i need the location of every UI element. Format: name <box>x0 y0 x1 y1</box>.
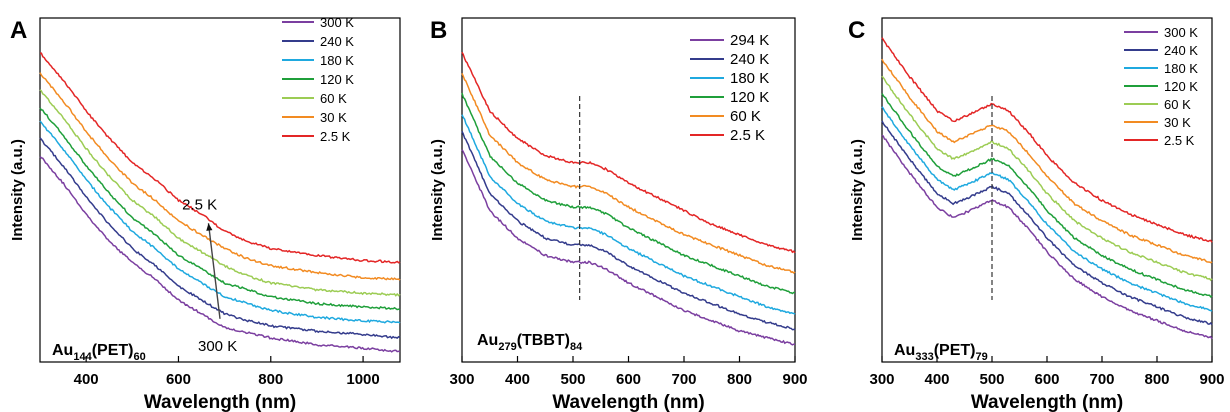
legend-label: 180 K <box>730 70 769 87</box>
panel-b: 300 400 500 600 700 800 900 Wavelength (nm) Inte… <box>429 17 808 412</box>
sample-formula: Au279(TBBT)84 <box>477 332 583 353</box>
legend-label: 240 K <box>730 51 769 68</box>
legend-label: 300 K <box>1164 25 1198 40</box>
series-line-180k <box>39 120 401 324</box>
series-line-30k <box>39 72 401 281</box>
panel-letter: A <box>10 17 27 44</box>
series-line-30k <box>881 58 1213 264</box>
x-tick-label: 400 <box>74 371 99 388</box>
legend-label: 120 K <box>1164 79 1198 94</box>
series-line-120k <box>881 93 1213 298</box>
temperature-arrow <box>207 223 221 319</box>
series-line-180k <box>461 114 796 315</box>
sample-formula: Au333(PET)79 <box>894 342 988 363</box>
x-tick-label: 800 <box>727 371 752 388</box>
series-line-60k <box>39 89 401 297</box>
x-tick-label: 700 <box>1089 371 1114 388</box>
legend-label: 60 K <box>320 91 347 106</box>
legend-label: 30 K <box>320 110 347 125</box>
series-line-240k <box>39 137 401 340</box>
legend-label: 30 K <box>1164 115 1191 130</box>
panel-c: 300 400 500 600 700 800 900 Wavelength (nm) Inte… <box>848 17 1225 412</box>
legend-label: 180 K <box>1164 61 1198 76</box>
x-tick-label: 500 <box>979 371 1004 388</box>
x-axis-label: Wavelength (nm) <box>971 392 1123 412</box>
panel-a: 400 600 800 1000 Wavelength (nm) Intensity (a… <box>9 15 401 412</box>
legend-label: 60 K <box>1164 97 1191 112</box>
x-tick-label: 1000 <box>346 371 379 388</box>
series-line-180k <box>881 106 1213 312</box>
series-line-120k <box>461 92 795 295</box>
legend-label: 2.5 K <box>320 129 351 144</box>
legend-label: 294 K <box>730 32 769 49</box>
y-axis-label: Intensity (a.u.) <box>849 139 866 241</box>
panel-letter: C <box>848 17 865 44</box>
series-line-60k <box>881 75 1213 282</box>
legend-label: 2.5 K <box>730 127 765 144</box>
series-line-294k <box>461 149 795 346</box>
legend-label: 240 K <box>320 34 354 49</box>
series-line-240k <box>461 130 796 331</box>
x-tick-label: 700 <box>671 371 696 388</box>
x-axis-label: Wavelength (nm) <box>144 392 296 412</box>
y-axis-label: Intensity (a.u.) <box>9 139 26 241</box>
x-tick-label: 500 <box>560 371 585 388</box>
x-tick-label: 800 <box>1144 371 1169 388</box>
x-tick-label: 400 <box>505 371 530 388</box>
x-tick-label: 900 <box>1199 371 1224 388</box>
x-tick-label: 600 <box>1034 371 1059 388</box>
x-tick-label: 300 <box>869 371 894 388</box>
x-tick-label: 400 <box>924 371 949 388</box>
annotation-label: 2.5 K <box>182 197 217 214</box>
series-line-240k <box>881 120 1213 326</box>
sample-formula: Au144(PET)60 <box>52 342 146 363</box>
legend: 294 K 240 K 180 K 120 K 60 K 2.5 K <box>690 32 769 144</box>
series-line-60k <box>461 73 796 274</box>
x-tick-label: 800 <box>258 371 283 388</box>
series-line-300k <box>39 156 401 353</box>
series-line-120k <box>39 107 401 311</box>
y-axis-label: Intensity (a.u.) <box>429 139 446 241</box>
legend: 300 K 240 K 180 K 120 K 60 K 30 K 2.5 K <box>282 15 354 144</box>
series-line-300k <box>881 134 1213 340</box>
plot-frame <box>39 17 401 363</box>
series-line-2.5k <box>39 52 401 264</box>
x-axis-label: Wavelength (nm) <box>552 392 704 412</box>
series-line-2.5k <box>461 51 796 254</box>
legend-label: 120 K <box>320 72 354 87</box>
plot-frame <box>881 17 1213 363</box>
legend-label: 300 K <box>320 15 354 30</box>
x-tick-label: 600 <box>166 371 191 388</box>
x-tick-label: 600 <box>616 371 641 388</box>
annotation-label: 300 K <box>198 338 237 355</box>
legend-label: 60 K <box>730 108 761 125</box>
series-line-2.5k <box>881 37 1213 243</box>
panel-letter: B <box>430 17 447 44</box>
legend-label: 120 K <box>730 89 769 106</box>
arrow-head <box>206 223 213 231</box>
legend-label: 2.5 K <box>1164 133 1195 148</box>
x-tick-label: 900 <box>782 371 807 388</box>
x-tick-label: 300 <box>449 371 474 388</box>
legend: 300 K 240 K 180 K 120 K 60 K 30 K 2.5 K <box>1124 25 1198 148</box>
legend-label: 180 K <box>320 53 354 68</box>
legend-label: 240 K <box>1164 43 1198 58</box>
